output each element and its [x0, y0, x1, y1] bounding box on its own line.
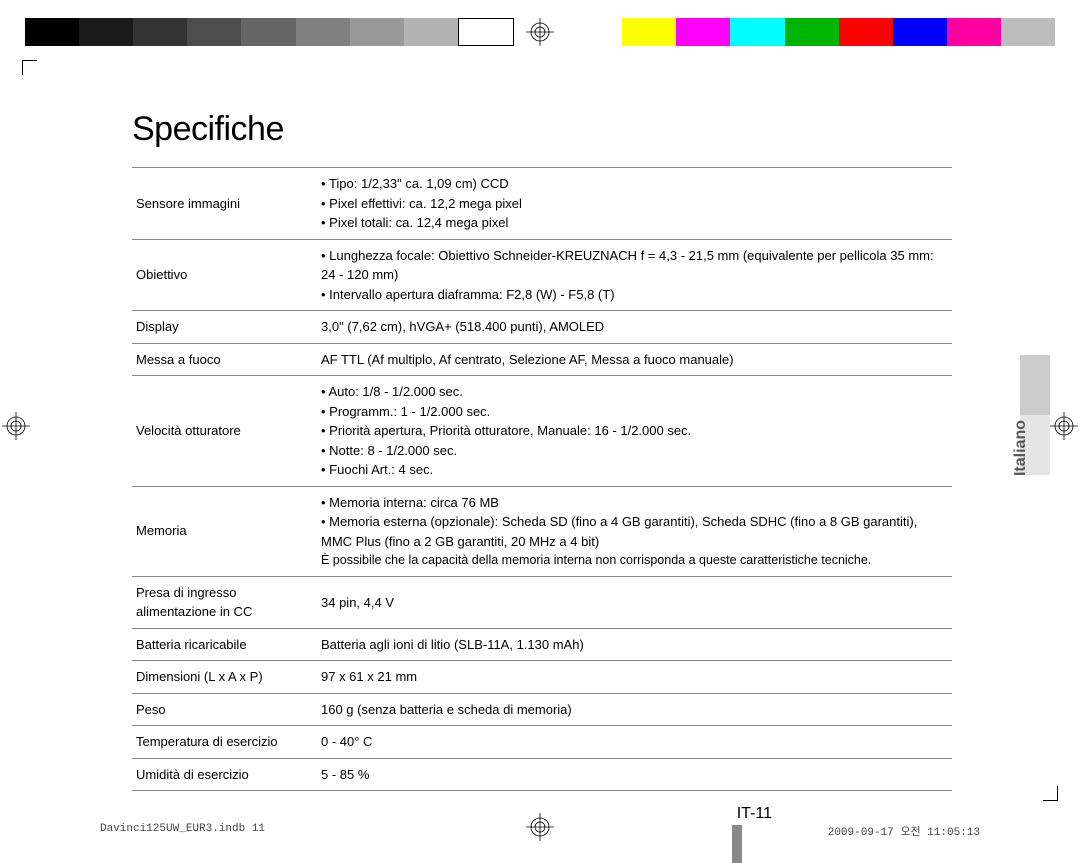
registration-mark-icon — [1050, 412, 1078, 440]
spec-label: Memoria — [132, 486, 317, 576]
swatch — [187, 18, 241, 46]
spec-value-item: Fuochi Art.: 4 sec. — [321, 460, 948, 480]
crop-mark-icon — [22, 60, 62, 100]
spec-label: Batteria ricaricabile — [132, 628, 317, 661]
page-title: Specifiche — [132, 110, 952, 149]
spec-label: Sensore immagini — [132, 168, 317, 240]
spec-value: 3,0" (7,62 cm), hVGA+ (518.400 punti), A… — [317, 311, 952, 344]
swatch — [241, 18, 295, 46]
spec-label: Display — [132, 311, 317, 344]
spec-label: Obiettivo — [132, 239, 317, 311]
swatch — [133, 18, 187, 46]
swatch — [730, 18, 784, 46]
page-content: Specifiche Sensore immaginiTipo: 1/2,33"… — [132, 110, 952, 863]
registration-mark-icon — [2, 412, 30, 440]
registration-mark-icon — [526, 18, 554, 46]
footer-filename: Davinci125UW_EUR3.indb 11 — [100, 823, 265, 839]
spec-value-item: Memoria esterna (opzionale): Scheda SD (… — [321, 512, 948, 551]
spec-value: AF TTL (Af multiplo, Af centrato, Selezi… — [317, 343, 952, 376]
spec-value-item: Intervallo apertura diaframma: F2,8 (W) … — [321, 285, 948, 305]
swatch — [79, 18, 133, 46]
spec-value: Memoria interna: circa 76 MBMemoria este… — [317, 486, 952, 576]
spec-note: È possibile che la capacità della memori… — [321, 551, 948, 570]
spec-row: ObiettivoLunghezza focale: Obiettivo Sch… — [132, 239, 952, 311]
spec-value: Tipo: 1/2,33" ca. 1,09 cm) CCDPixel effe… — [317, 168, 952, 240]
swatch — [25, 18, 79, 46]
spec-value-item: Lunghezza focale: Obiettivo Schneider-KR… — [321, 246, 948, 285]
spec-label: Presa di ingresso alimentazione in CC — [132, 576, 317, 628]
swatch — [622, 18, 676, 46]
spec-value: 5 - 85 % — [317, 758, 952, 791]
spec-value-item: Programm.: 1 - 1/2.000 sec. — [321, 402, 948, 422]
spec-row: Dimensioni (L x A x P)97 x 61 x 21 mm — [132, 661, 952, 694]
swatch — [296, 18, 350, 46]
spec-value: 160 g (senza batteria e scheda di memori… — [317, 693, 952, 726]
spec-label: Peso — [132, 693, 317, 726]
spec-value: Batteria agli ioni di litio (SLB-11A, 1.… — [317, 628, 952, 661]
spec-value-item: Pixel effettivi: ca. 12,2 mega pixel — [321, 194, 948, 214]
spec-row: Batteria ricaricabileBatteria agli ioni … — [132, 628, 952, 661]
swatch — [458, 18, 514, 46]
swatch — [350, 18, 404, 46]
swatch — [893, 18, 947, 46]
spec-value-item: Tipo: 1/2,33" ca. 1,09 cm) CCD — [321, 174, 948, 194]
swatch — [839, 18, 893, 46]
swatch — [947, 18, 1001, 46]
swatch — [404, 18, 458, 46]
spec-value-item: Pixel totali: ca. 12,4 mega pixel — [321, 213, 948, 233]
spec-value: Auto: 1/8 - 1/2.000 sec.Programm.: 1 - 1… — [317, 376, 952, 487]
spec-row: MemoriaMemoria interna: circa 76 MBMemor… — [132, 486, 952, 576]
spec-value-item: Memoria interna: circa 76 MB — [321, 493, 948, 513]
spec-value: 97 x 61 x 21 mm — [317, 661, 952, 694]
spec-label: Velocità otturatore — [132, 376, 317, 487]
spec-value: 0 - 40° C — [317, 726, 952, 759]
swatch — [785, 18, 839, 46]
spec-row: Messa a fuocoAF TTL (Af multiplo, Af cen… — [132, 343, 952, 376]
language-tab-label: Italiano — [1012, 420, 1030, 476]
spec-row: Peso160 g (senza batteria e scheda di me… — [132, 693, 952, 726]
spec-row: Presa di ingresso alimentazione in CC34 … — [132, 576, 952, 628]
spec-value-item: Auto: 1/8 - 1/2.000 sec. — [321, 382, 948, 402]
crop-mark-icon — [1018, 761, 1058, 801]
swatch — [1001, 18, 1055, 46]
spec-label: Umidità di esercizio — [132, 758, 317, 791]
spec-value-item: Priorità apertura, Priorità otturatore, … — [321, 421, 948, 441]
spec-value-item: Notte: 8 - 1/2.000 sec. — [321, 441, 948, 461]
page-number: IT-11 — [132, 805, 952, 823]
spec-value: Lunghezza focale: Obiettivo Schneider-KR… — [317, 239, 952, 311]
spec-row: Velocità otturatoreAuto: 1/8 - 1/2.000 s… — [132, 376, 952, 487]
spec-row: Sensore immaginiTipo: 1/2,33" ca. 1,09 c… — [132, 168, 952, 240]
spec-row: Umidità di esercizio5 - 85 % — [132, 758, 952, 791]
specifications-table: Sensore immaginiTipo: 1/2,33" ca. 1,09 c… — [132, 167, 952, 791]
swatch — [676, 18, 730, 46]
spec-value: 34 pin, 4,4 V — [317, 576, 952, 628]
spec-row: Display3,0" (7,62 cm), hVGA+ (518.400 pu… — [132, 311, 952, 344]
spec-label: Messa a fuoco — [132, 343, 317, 376]
print-footer: Davinci125UW_EUR3.indb 11 2009-09-17 오전 … — [100, 823, 980, 839]
spec-label: Dimensioni (L x A x P) — [132, 661, 317, 694]
footer-timestamp: 2009-09-17 오전 11:05:13 — [828, 823, 980, 839]
spec-row: Temperatura di esercizio0 - 40° C — [132, 726, 952, 759]
spec-label: Temperatura di esercizio — [132, 726, 317, 759]
